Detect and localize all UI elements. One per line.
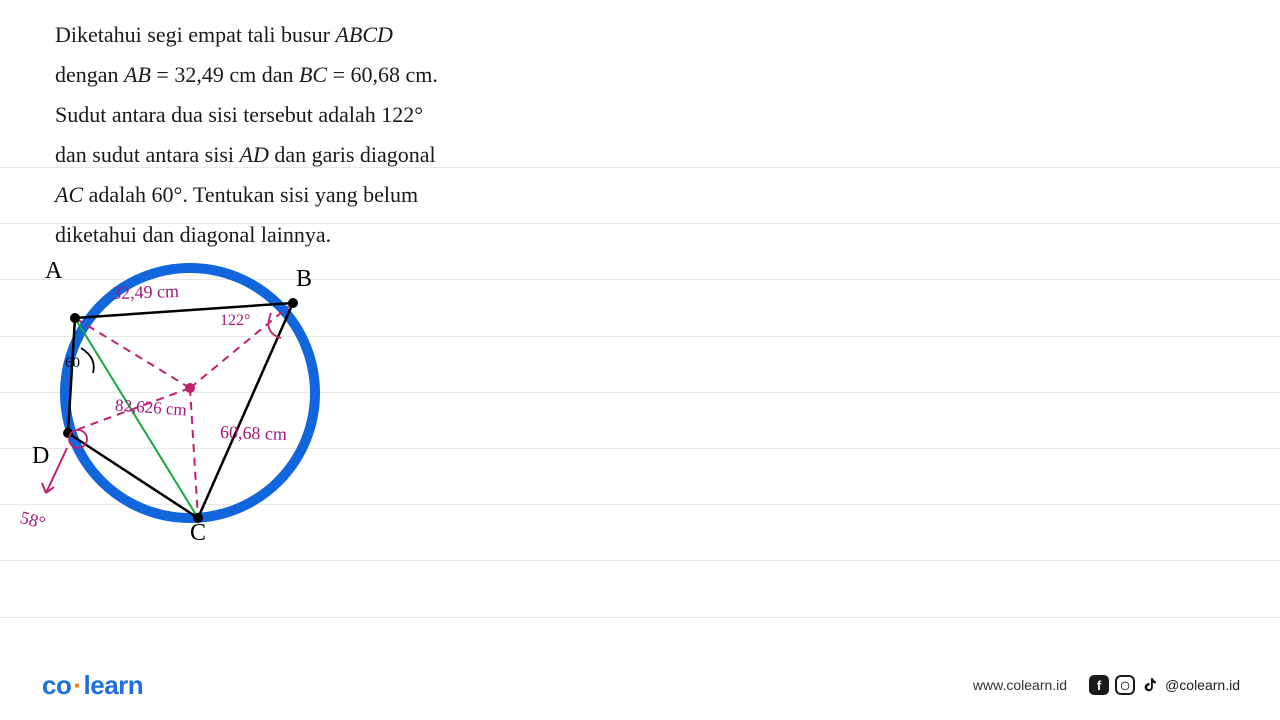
brand-co: co: [42, 670, 71, 700]
social-handle: @colearn.id: [1165, 677, 1240, 693]
vertex-c-label: C: [190, 520, 206, 547]
footer-url: www.colearn.id: [973, 677, 1067, 693]
problem-line-4: dan sudut antara sisi AD dan garis diago…: [55, 135, 438, 175]
facebook-icon: f: [1089, 675, 1109, 695]
tiktok-icon: [1141, 675, 1159, 695]
vertex-d-label: D: [32, 443, 49, 470]
vertex-b-label: B: [296, 266, 312, 293]
social-links: f ◯ @colearn.id: [1089, 675, 1240, 695]
problem-statement: Diketahui segi empat tali busur ABCD den…: [55, 15, 438, 255]
angle-b-label: 122°: [220, 312, 250, 330]
instagram-icon: ◯: [1115, 675, 1135, 695]
problem-line-2: dengan AB = 32,49 cm dan BC = 60,68 cm.: [55, 55, 438, 95]
problem-line-3: Sudut antara dua sisi tersebut adalah 12…: [55, 95, 438, 135]
footer-bar: co·learn www.colearn.id f ◯ @colearn.id: [0, 660, 1280, 720]
ab-length-label: 32,49 cm: [112, 281, 180, 304]
footer-right: www.colearn.id f ◯ @colearn.id: [973, 675, 1240, 695]
problem-line-6: diketahui dan diagonal lainnya.: [55, 215, 438, 255]
angle-a-label: 60: [65, 355, 80, 372]
problem-line-1: Diketahui segi empat tali busur ABCD: [55, 15, 438, 55]
geometry-diagram: A B C D 32,49 cm 60,68 cm 82,626 cm 122°…: [20, 258, 340, 568]
vertex-a-label: A: [45, 258, 62, 285]
brand-learn: learn: [84, 670, 144, 700]
problem-line-5: AC adalah 60°. Tentukan sisi yang belum: [55, 175, 438, 215]
brand-logo: co·learn: [42, 670, 143, 701]
bc-length-label: 60,68 cm: [220, 422, 288, 445]
brand-dot: ·: [71, 670, 83, 700]
